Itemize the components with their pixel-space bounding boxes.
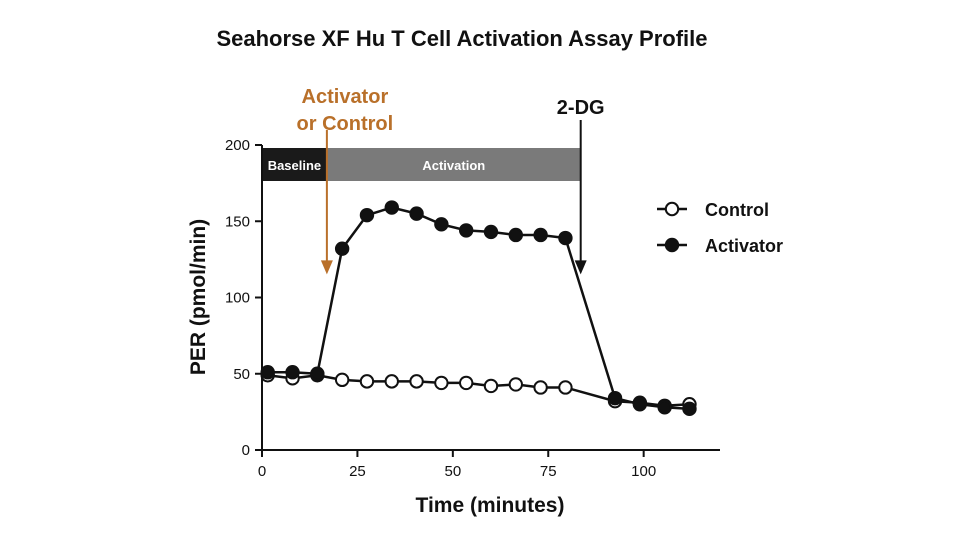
data-point-activator — [310, 366, 325, 381]
data-point-activator — [682, 401, 697, 417]
data-point-activator — [508, 227, 524, 243]
y-tick-label: 50 — [233, 366, 250, 383]
data-point-control — [508, 377, 524, 392]
annotation-activator-line1: Activator — [302, 86, 389, 108]
y-axis-label: PER (pmol/min) — [187, 219, 210, 375]
data-point-activator — [409, 206, 424, 221]
data-point-activator — [334, 241, 350, 256]
y-tick-label: 0 — [242, 442, 250, 459]
data-point-control — [483, 378, 499, 394]
data-point-activator — [533, 227, 548, 243]
data-point-activator — [359, 207, 375, 223]
phase-label-activation: Activation — [422, 158, 485, 173]
phase-bar-activation — [326, 148, 581, 181]
data-point-control — [409, 374, 424, 389]
annotation-2dg: 2-DG — [557, 97, 605, 119]
chart-title: Seahorse XF Hu T Cell Activation Assay P… — [216, 26, 707, 51]
phase-bar-baseline — [262, 148, 327, 181]
annotation-activator-line2: or Control — [297, 113, 394, 135]
data-point-activator — [434, 217, 449, 232]
data-point-control — [533, 380, 548, 395]
data-point-control — [434, 375, 449, 391]
legend: Control Activator — [657, 200, 783, 256]
legend-marker-activator — [664, 237, 680, 253]
y-tick-label: 100 — [225, 290, 250, 307]
y-tick-label: 150 — [225, 213, 250, 230]
data-point-control — [384, 374, 399, 389]
x-tick-label: 0 — [258, 463, 266, 480]
annotation-arrow-head — [574, 260, 587, 275]
data-point-activator — [384, 200, 399, 215]
phase-bars: Baseline Activation — [262, 148, 581, 181]
data-point-activator — [260, 365, 275, 380]
legend-marker-control — [664, 201, 680, 217]
x-tick-label: 100 — [631, 463, 656, 480]
legend-label-control: Control — [705, 200, 769, 220]
data-point-activator — [558, 230, 573, 246]
annotation-arrow-head — [320, 260, 333, 275]
data-point-activator — [632, 397, 648, 412]
data-point-activator — [458, 223, 474, 238]
annotations: Activator or Control 2-DG — [297, 86, 605, 275]
series — [260, 200, 697, 417]
y-tick-label: 200 — [225, 137, 250, 154]
data-point-control — [558, 380, 573, 395]
x-axis-label: Time (minutes) — [416, 494, 565, 517]
data-point-activator — [657, 400, 672, 415]
data-point-control — [359, 374, 375, 389]
legend-label-activator: Activator — [705, 236, 783, 256]
data-point-control — [334, 372, 350, 388]
data-point-activator — [607, 390, 623, 406]
axes: 0 25 50 75 100 0 50 100 150 200 — [225, 137, 720, 480]
phase-label-baseline: Baseline — [268, 158, 321, 173]
x-tick-label: 25 — [349, 463, 366, 480]
data-point-activator — [483, 224, 499, 240]
x-tick-label: 50 — [444, 463, 461, 480]
data-point-control — [458, 375, 474, 391]
data-point-activator — [285, 365, 300, 380]
x-tick-label: 75 — [540, 463, 557, 480]
